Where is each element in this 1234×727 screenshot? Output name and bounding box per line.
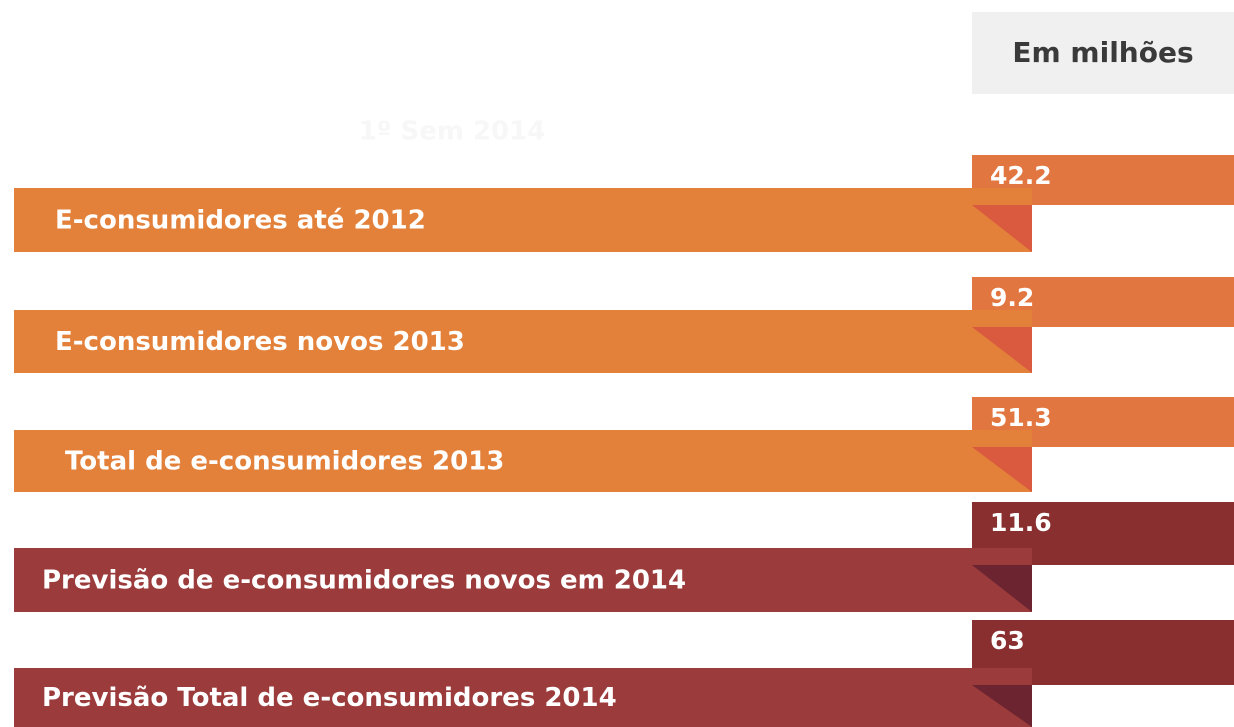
value: 63 — [990, 626, 1025, 655]
unit-box — [972, 12, 1234, 94]
fold — [972, 327, 1032, 373]
row-label: Total de e-consumidores 2013 — [65, 447, 504, 477]
label-band — [14, 188, 1032, 252]
fold — [972, 205, 1032, 252]
label-band — [14, 430, 1032, 492]
fold — [972, 565, 1032, 612]
row-label: Previsão Total de e-consumidores 2014 — [42, 683, 617, 713]
period-label: 1º Sem 2014 — [359, 117, 546, 147]
row-label: E-consumidores novos 2013 — [55, 327, 465, 357]
label-band — [14, 668, 1032, 727]
fold — [972, 447, 1032, 492]
value: 11.6 — [990, 508, 1052, 537]
row-label: Previsão de e-consumidores novos em 2014 — [42, 566, 686, 596]
row-label: E-consumidores até 2012 — [55, 206, 426, 236]
value: 42.2 — [990, 161, 1052, 190]
value: 9.2 — [990, 283, 1034, 312]
label-band — [14, 548, 1032, 612]
label-band — [14, 310, 1032, 373]
unit-label: Em milhões — [1012, 36, 1193, 69]
fold — [972, 685, 1032, 727]
value: 51.3 — [990, 403, 1052, 432]
